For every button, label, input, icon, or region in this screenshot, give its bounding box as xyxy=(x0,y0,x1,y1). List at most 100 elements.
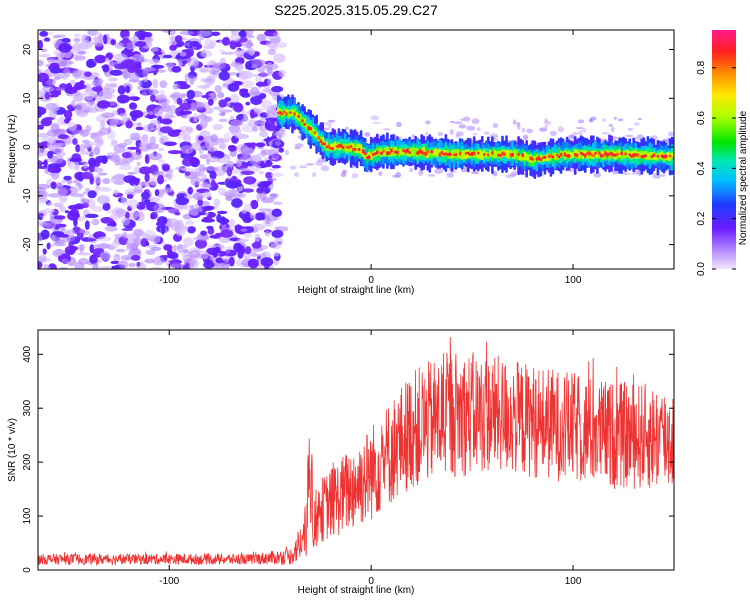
noise-speckle xyxy=(594,171,601,178)
noise-blob xyxy=(134,185,144,193)
snr-y-tick-label: 200 xyxy=(22,453,33,470)
noise-blob xyxy=(187,226,196,234)
noise-blob xyxy=(227,83,240,92)
noise-speckle xyxy=(539,127,548,132)
noise-speckle xyxy=(668,131,674,137)
noise-blob xyxy=(38,59,44,67)
noise-blob xyxy=(121,228,134,231)
ridge-cell xyxy=(630,154,633,159)
ridge-cell xyxy=(588,151,591,156)
ridge-cell xyxy=(509,153,512,157)
noise-speckle xyxy=(446,172,454,178)
noise-blob xyxy=(238,71,248,81)
ridge-cell xyxy=(529,156,532,160)
noise-blob xyxy=(225,249,231,254)
noise-blob xyxy=(278,69,286,78)
spectrogram-y-tick-label: 20 xyxy=(22,44,33,56)
spectrogram-y-tick-label: -20 xyxy=(22,237,33,252)
noise-blob xyxy=(249,91,264,95)
noise-blob xyxy=(63,110,73,119)
noise-blob xyxy=(39,191,49,198)
noise-speckle xyxy=(320,165,330,172)
noise-blob xyxy=(119,112,128,118)
noise-blob xyxy=(187,186,194,195)
noise-blob xyxy=(269,193,278,200)
noise-blob xyxy=(201,94,211,99)
noise-speckle xyxy=(512,119,517,125)
colorbar-tick-label: 0.2 xyxy=(696,211,707,225)
noise-blob xyxy=(197,199,203,206)
noise-blob xyxy=(52,34,60,39)
noise-blob xyxy=(274,226,281,230)
noise-speckle xyxy=(625,134,634,138)
noise-speckle xyxy=(392,174,400,178)
noise-speckle xyxy=(544,120,552,125)
noise-blob xyxy=(38,72,49,83)
ridge-cell xyxy=(408,151,411,154)
noise-blob xyxy=(46,139,57,150)
noise-blob xyxy=(153,51,163,56)
colorbar: 0.0 0.2 0.4 0.6 0.8 Normalized spectral ampl… xyxy=(696,30,749,276)
noise-blob xyxy=(38,40,43,50)
ridge-cell xyxy=(610,151,613,156)
noise-blob xyxy=(107,126,112,134)
noise-blob xyxy=(94,31,102,36)
noise-blob xyxy=(253,107,267,111)
snr-x-tick-label: 100 xyxy=(565,576,582,587)
noise-blob xyxy=(45,221,56,230)
ridge-cell xyxy=(416,151,419,156)
noise-blob xyxy=(127,171,136,175)
noise-speckle xyxy=(457,132,461,137)
ridge-cell xyxy=(404,149,407,154)
noise-blob xyxy=(39,30,49,37)
noise-speckle xyxy=(613,116,617,120)
noise-blob xyxy=(142,91,147,97)
ridge-cell xyxy=(670,152,674,159)
noise-blob xyxy=(45,78,56,86)
noise-blob xyxy=(44,116,55,121)
ridge-cell xyxy=(317,136,320,140)
noise-speckle xyxy=(466,125,476,131)
ridge-cell xyxy=(472,151,476,156)
noise-blob xyxy=(209,170,217,180)
ridge-cell xyxy=(557,155,561,159)
noise-blob xyxy=(232,192,247,199)
ridge-cell xyxy=(349,144,353,148)
noise-blob xyxy=(74,261,85,269)
ridge-cell xyxy=(521,153,524,158)
noise-blob xyxy=(118,165,133,170)
noise-blob xyxy=(179,51,187,57)
noise-blob xyxy=(202,191,212,199)
noise-blob xyxy=(105,57,110,63)
ridge-cell xyxy=(313,131,316,135)
ridge-cell xyxy=(565,154,569,158)
noise-blob xyxy=(180,145,194,154)
noise-blob xyxy=(249,109,255,119)
noise-blob xyxy=(215,257,224,264)
noise-speckle xyxy=(544,125,548,128)
noise-blob xyxy=(244,203,252,212)
noise-blob xyxy=(114,157,120,167)
noise-blob xyxy=(202,180,209,188)
noise-blob xyxy=(240,156,253,162)
noise-blob xyxy=(114,53,128,62)
noise-blob xyxy=(99,251,111,261)
noise-blob xyxy=(56,52,64,59)
noise-blob xyxy=(211,70,220,76)
noise-blob xyxy=(233,49,242,57)
noise-speckle xyxy=(370,115,379,121)
noise-blob xyxy=(259,71,267,78)
ridge-cell xyxy=(384,147,387,157)
noise-blob xyxy=(167,150,182,155)
ridge-cell xyxy=(477,151,480,155)
noise-blob xyxy=(245,41,254,49)
spectrogram-y-tick-label: 0 xyxy=(22,144,33,150)
noise-speckle xyxy=(382,128,391,131)
noise-blob xyxy=(169,222,181,231)
noise-blob xyxy=(176,97,183,105)
noise-blob xyxy=(105,73,112,78)
noise-blob xyxy=(245,101,251,106)
noise-blob xyxy=(160,225,166,235)
noise-blob xyxy=(90,219,100,225)
ridge-cell xyxy=(287,109,290,119)
